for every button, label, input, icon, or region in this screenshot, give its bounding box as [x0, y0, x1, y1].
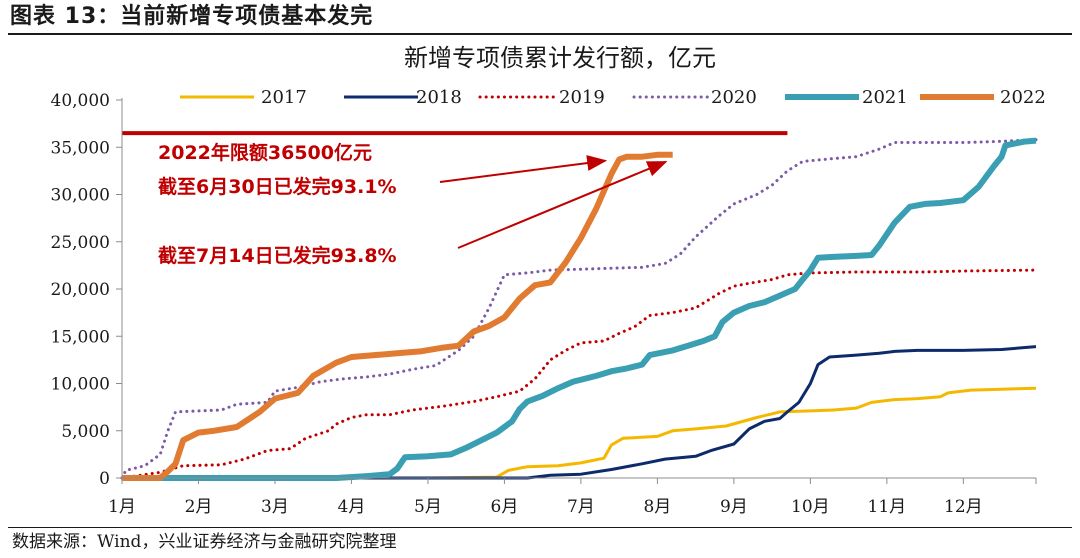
series-line-2017	[122, 386, 1037, 480]
x-tick-label: 12月	[944, 497, 983, 517]
x-tick-label: 6月	[491, 497, 519, 517]
legend-label-2022: 2022	[1000, 87, 1046, 108]
legend-label-2017: 2017	[261, 87, 307, 108]
y-tick-label: 20,000	[51, 280, 110, 300]
y-tick-label: 30,000	[51, 186, 110, 206]
annotation-july-text: 截至7月14日已发完93.8%	[158, 244, 397, 267]
x-tick-label: 4月	[338, 497, 366, 517]
series-line-2019	[120, 268, 1038, 480]
series-line-2022	[122, 151, 673, 481]
annotation-arrow-july	[457, 160, 668, 249]
annotation-arrow-june	[439, 155, 608, 183]
annotation-june-text: 截至6月30日已发完93.1%	[158, 175, 397, 198]
y-tick-label: 35,000	[51, 138, 110, 158]
annotation-limit-text: 2022年限额36500亿元	[158, 141, 372, 164]
source-note: 数据来源：Wind，兴业证券经济与金融研究院整理	[12, 532, 397, 552]
x-tick-label: 10月	[791, 497, 830, 517]
x-tick-label: 1月	[108, 497, 136, 517]
legend-label-2018: 2018	[416, 87, 462, 108]
y-tick-label: 25,000	[51, 233, 110, 253]
x-tick-label: 5月	[414, 497, 442, 517]
legend-label-2020: 2020	[711, 87, 757, 108]
y-tick-label: 10,000	[51, 375, 110, 395]
series-line-2021	[122, 137, 1037, 481]
series-line-2018	[122, 345, 1037, 480]
legend-label-2019: 2019	[559, 87, 605, 108]
chart-title: 新增专项债累计发行额，亿元	[404, 44, 716, 72]
legend-label-2021: 2021	[862, 87, 908, 108]
footer-divider	[8, 527, 1072, 528]
x-tick-label: 9月	[720, 497, 748, 517]
y-tick-label: 15,000	[51, 327, 110, 347]
x-tick-label: 7月	[567, 497, 595, 517]
figure-heading: 图表 13：当前新增专项债基本发完	[10, 4, 374, 29]
x-tick-label: 8月	[643, 497, 671, 517]
y-tick-label: 5,000	[61, 422, 110, 442]
y-tick-label: 0	[99, 469, 110, 489]
heading-divider	[8, 33, 1072, 35]
x-tick-label: 3月	[261, 497, 289, 517]
y-tick-label: 40,000	[51, 91, 110, 111]
x-tick-label: 2月	[185, 497, 213, 517]
chart: 新增专项债累计发行额，亿元 0 5,000 10,000 15,000 20,000 25…	[51, 44, 1046, 517]
series-line-2020	[120, 138, 1038, 480]
x-tick-label: 11月	[868, 497, 907, 517]
